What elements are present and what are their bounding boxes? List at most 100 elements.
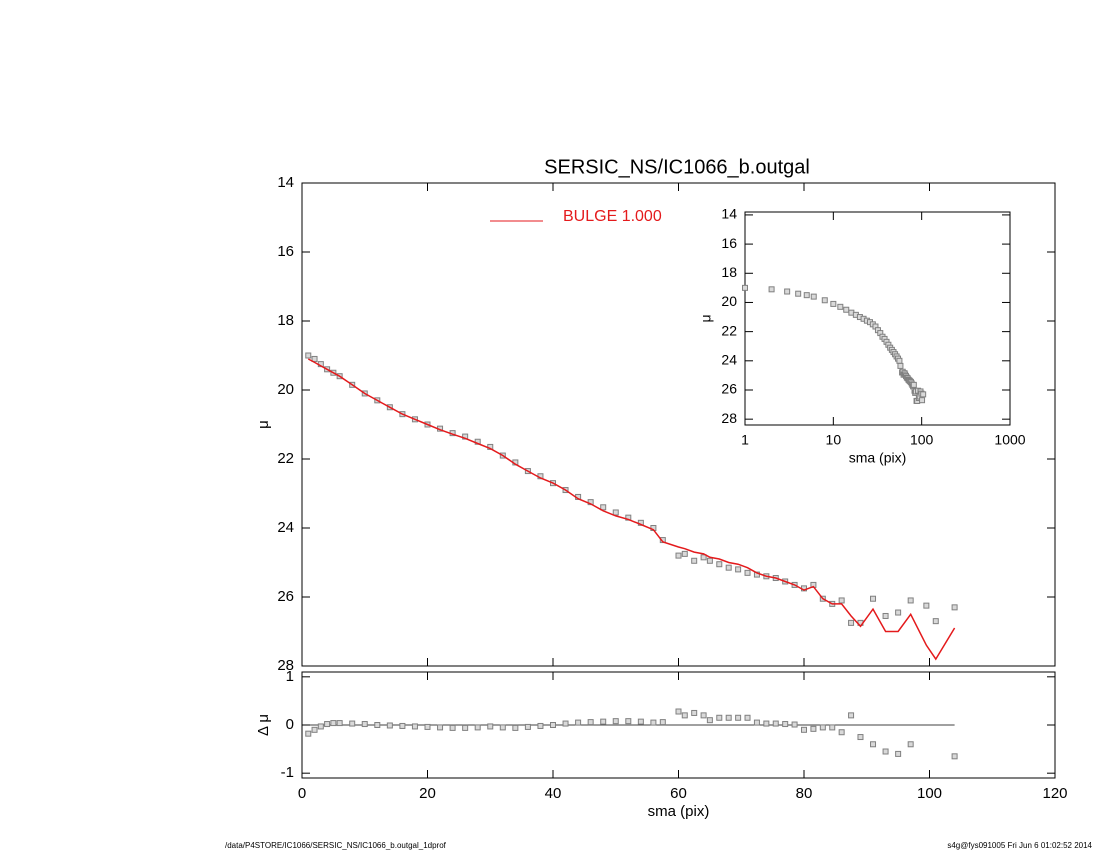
- residual-point: [474, 724, 481, 731]
- residual-point: [311, 726, 318, 733]
- residual-point: [951, 753, 958, 760]
- residual-point: [317, 723, 324, 730]
- y-tick-label: 18: [277, 312, 294, 329]
- inset-point: [837, 303, 844, 310]
- y-tick-label: 0: [286, 716, 294, 733]
- data-point: [305, 352, 312, 359]
- residual-point: [791, 721, 798, 728]
- y-tick-label: 22: [721, 322, 737, 338]
- residual-point: [374, 722, 381, 728]
- residual-point: [336, 720, 343, 727]
- y-tick-label: -1: [281, 764, 294, 781]
- x-tick-label: 0: [298, 785, 306, 802]
- residual-point: [848, 712, 855, 719]
- residual-point: [587, 719, 594, 726]
- y-tick-label: 24: [721, 352, 737, 368]
- y-tick-label: 28: [277, 657, 294, 674]
- y-axis-label: μ: [698, 314, 714, 322]
- residual-point: [424, 723, 431, 730]
- residual-point: [637, 718, 644, 725]
- x-tick-label: 10: [826, 432, 842, 448]
- y-tick-label: 14: [721, 206, 737, 222]
- y-axis-label: μ: [255, 420, 272, 429]
- inset-point: [742, 284, 748, 291]
- inset-point: [843, 306, 850, 313]
- data-point: [691, 557, 698, 564]
- data-point: [744, 569, 751, 576]
- x-tick-label: 1000: [994, 432, 1025, 448]
- residual-point: [386, 722, 393, 729]
- residual-point: [857, 734, 864, 741]
- x-axis-label: sma (pix): [648, 803, 710, 820]
- inset-point: [920, 391, 927, 398]
- data-point: [716, 561, 723, 568]
- data-point: [700, 554, 707, 561]
- x-tick-label: 100: [910, 432, 934, 448]
- inset-point: [768, 286, 775, 293]
- residual-point: [612, 718, 619, 725]
- residual-point: [782, 721, 789, 728]
- residual-point: [575, 719, 582, 726]
- residual-point: [706, 717, 713, 724]
- residual-point: [324, 721, 331, 728]
- residual-point: [537, 722, 544, 729]
- residual-point: [499, 724, 506, 731]
- residual-point: [907, 741, 914, 748]
- residual-point: [882, 748, 889, 755]
- residual-point: [600, 718, 607, 725]
- residual-point: [550, 722, 556, 728]
- inset-point: [897, 362, 904, 369]
- data-point: [932, 618, 939, 625]
- y-tick-label: 20: [721, 293, 737, 309]
- data-point: [725, 564, 732, 571]
- x-tick-label: 60: [670, 785, 687, 802]
- residual-point: [744, 714, 751, 721]
- footer-right: s4g@fys091005 Fri Jun 6 01:02:52 2014: [947, 841, 1092, 850]
- residual-point: [437, 724, 444, 731]
- residual-point: [763, 720, 770, 727]
- residual-point: [675, 708, 682, 715]
- y-tick-label: 20: [277, 381, 294, 398]
- inset-point: [919, 397, 926, 404]
- residual-point: [838, 729, 845, 736]
- x-tick-label: 100: [917, 785, 942, 802]
- residual-point: [399, 722, 406, 729]
- y-tick-label: 16: [277, 243, 294, 260]
- residual-point: [487, 723, 494, 730]
- residual-point: [870, 741, 877, 748]
- residual-point: [801, 726, 807, 733]
- data-point: [870, 595, 877, 602]
- y-tick-label: 28: [721, 410, 737, 426]
- y-tick-label: 14: [277, 174, 294, 191]
- data-point: [681, 550, 688, 557]
- y-tick-label: 26: [277, 588, 294, 605]
- x-tick-label: 1: [741, 432, 749, 448]
- inset-point: [896, 357, 903, 364]
- model-line: [307, 358, 956, 661]
- y-tick-label: 18: [721, 264, 737, 280]
- residual-point: [819, 724, 826, 731]
- data-point: [612, 509, 619, 516]
- data-point: [735, 566, 742, 573]
- residual-point: [829, 724, 836, 731]
- y-tick-label: 24: [277, 519, 294, 536]
- residual-point: [462, 724, 469, 731]
- residual-point: [349, 720, 356, 727]
- residual-point: [810, 725, 817, 732]
- data-point: [848, 619, 855, 626]
- inset-point: [910, 381, 917, 388]
- residual-point: [361, 721, 368, 728]
- residual-point: [700, 712, 707, 719]
- inset-point: [803, 292, 810, 299]
- inset-point: [830, 300, 837, 307]
- y-tick-label: 1: [286, 668, 294, 685]
- y-tick-label: 22: [277, 450, 294, 467]
- residual-point: [449, 724, 456, 731]
- data-point: [951, 604, 958, 611]
- residual-point: [625, 718, 632, 725]
- data-point: [838, 597, 845, 604]
- residual-point: [330, 720, 337, 727]
- residual-point: [681, 712, 688, 719]
- residual-point: [562, 720, 569, 727]
